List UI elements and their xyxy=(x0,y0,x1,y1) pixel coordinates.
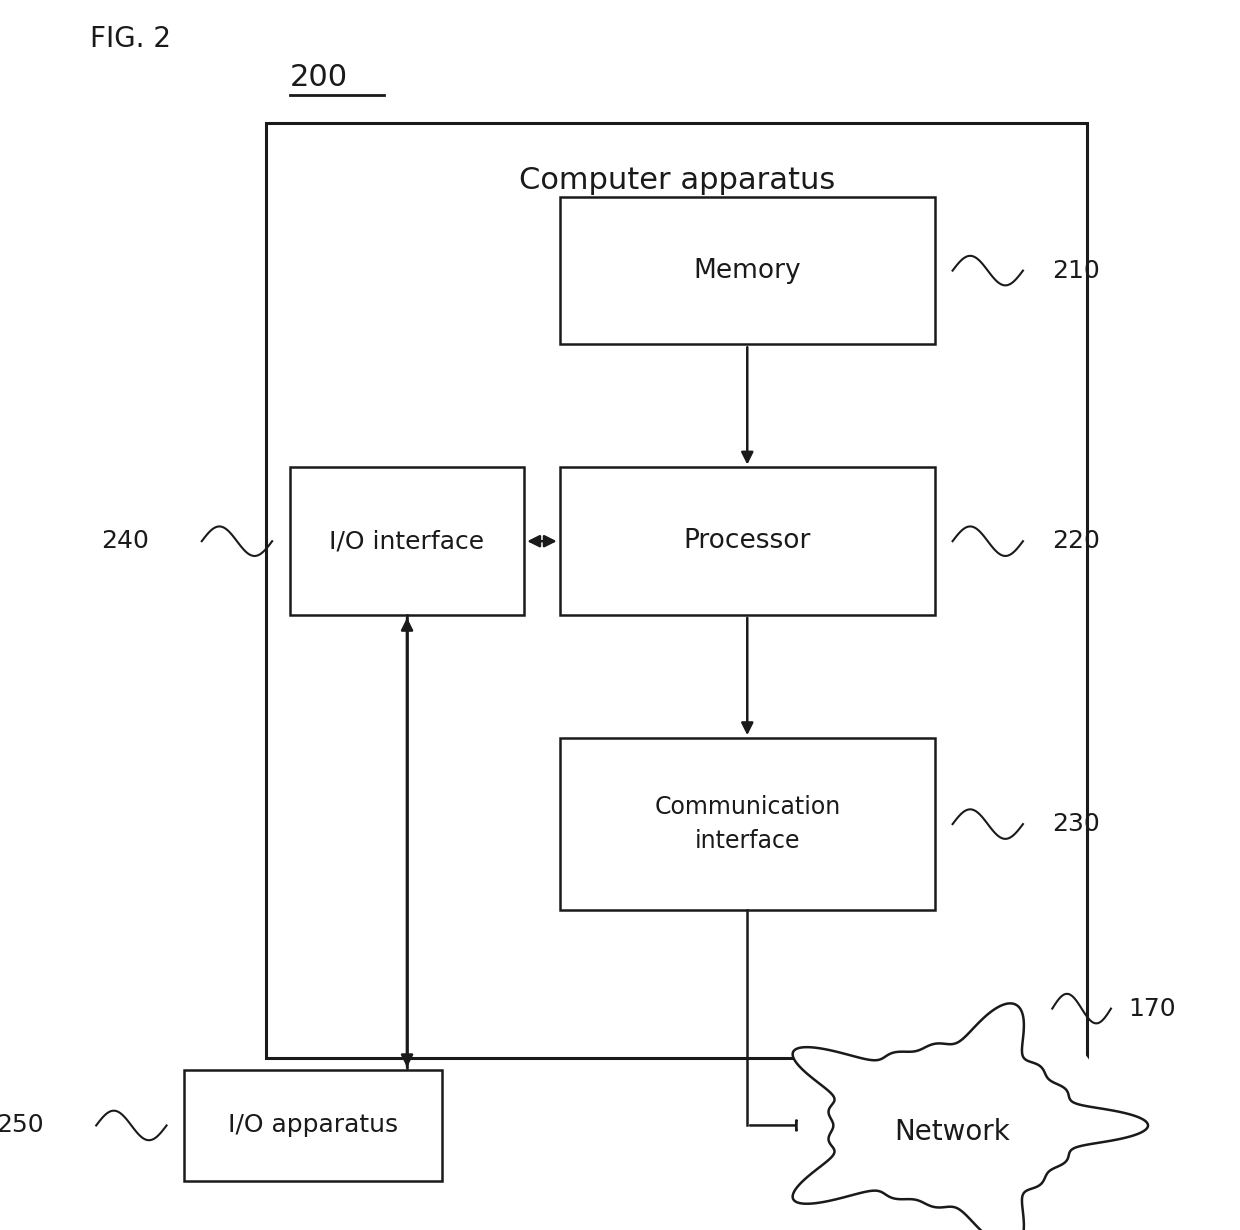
Bar xyxy=(559,467,935,615)
Text: 250: 250 xyxy=(0,1113,43,1138)
Text: 170: 170 xyxy=(1128,996,1177,1021)
Circle shape xyxy=(856,1118,945,1212)
Text: Memory: Memory xyxy=(693,257,801,284)
Text: Network: Network xyxy=(895,1118,1011,1145)
Text: I/O apparatus: I/O apparatus xyxy=(228,1113,398,1138)
Text: Processor: Processor xyxy=(683,528,811,555)
Text: Computer apparatus: Computer apparatus xyxy=(518,166,835,196)
Text: 220: 220 xyxy=(1053,529,1100,554)
Text: I/O interface: I/O interface xyxy=(330,529,485,554)
Text: Communication
interface: Communication interface xyxy=(655,796,841,852)
Circle shape xyxy=(805,1093,889,1182)
Text: 200: 200 xyxy=(290,63,348,92)
Circle shape xyxy=(875,1010,982,1123)
Bar xyxy=(267,123,1087,1058)
Bar xyxy=(290,467,525,615)
Circle shape xyxy=(1008,1039,1097,1133)
Text: 240: 240 xyxy=(102,529,149,554)
Circle shape xyxy=(920,1130,1009,1224)
Circle shape xyxy=(937,1009,1049,1124)
Bar xyxy=(559,738,935,910)
Text: 230: 230 xyxy=(1053,812,1100,836)
Circle shape xyxy=(1028,1087,1112,1176)
Circle shape xyxy=(796,1057,885,1150)
Bar xyxy=(559,197,935,344)
Circle shape xyxy=(830,1039,923,1138)
Bar xyxy=(185,1070,443,1181)
Text: 210: 210 xyxy=(1053,258,1100,283)
Circle shape xyxy=(981,1118,1065,1207)
Polygon shape xyxy=(792,1004,1148,1230)
Ellipse shape xyxy=(797,1033,1107,1218)
Text: FIG. 2: FIG. 2 xyxy=(91,25,171,53)
